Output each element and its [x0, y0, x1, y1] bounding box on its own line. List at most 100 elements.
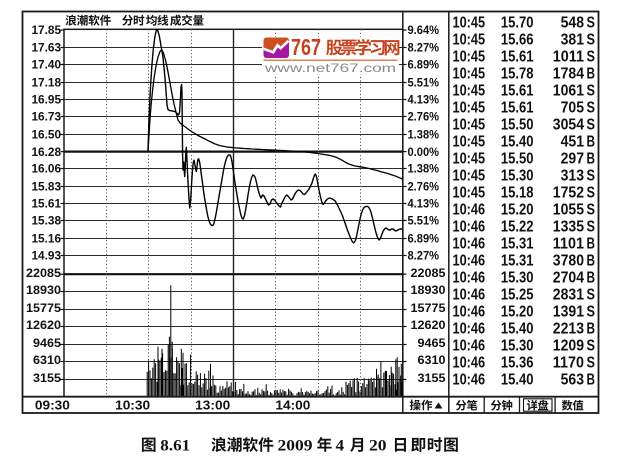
svg-text:15.36: 15.36	[501, 355, 534, 372]
svg-text:15.20: 15.20	[501, 304, 534, 321]
svg-text:1335: 1335	[553, 219, 584, 236]
svg-text:5.51%: 5.51%	[408, 76, 440, 90]
svg-text:S: S	[587, 168, 596, 185]
svg-text:S: S	[587, 117, 596, 134]
svg-text:B: B	[587, 66, 596, 83]
svg-text:14:00: 14:00	[275, 399, 310, 413]
svg-text:B: B	[587, 321, 596, 338]
svg-text:S: S	[587, 49, 596, 66]
svg-text:15.20: 15.20	[501, 202, 534, 219]
svg-text:381: 381	[561, 32, 584, 49]
svg-text:1061: 1061	[553, 83, 584, 100]
svg-text:15.22: 15.22	[501, 219, 534, 236]
svg-text:15.61: 15.61	[501, 100, 534, 117]
svg-text:0.00%: 0.00%	[408, 145, 440, 159]
svg-text:3780: 3780	[553, 253, 584, 270]
svg-text:6.89%: 6.89%	[408, 232, 440, 246]
svg-text:1011: 1011	[553, 49, 584, 66]
svg-text:5.51%: 5.51%	[408, 214, 440, 228]
svg-text:22085: 22085	[411, 266, 446, 280]
svg-text:S: S	[587, 219, 596, 236]
svg-text:B: B	[587, 236, 596, 253]
svg-text:15.30: 15.30	[501, 270, 534, 287]
svg-text:B: B	[587, 372, 596, 389]
svg-text:10:45: 10:45	[453, 100, 486, 117]
svg-text:8.61: 8.61	[160, 438, 190, 455]
svg-text:15.61: 15.61	[501, 83, 534, 100]
svg-text:10:46: 10:46	[453, 372, 486, 389]
svg-text:2704: 2704	[553, 270, 584, 287]
svg-text:2.76%: 2.76%	[408, 110, 440, 124]
svg-text:4.13%: 4.13%	[408, 93, 440, 107]
svg-text:10:45: 10:45	[453, 168, 486, 185]
svg-text:10:46: 10:46	[453, 355, 486, 372]
svg-text:15.50: 15.50	[501, 117, 534, 134]
svg-text:22085: 22085	[26, 266, 61, 280]
svg-text:B: B	[587, 253, 596, 270]
svg-text:S: S	[587, 304, 596, 321]
svg-text:S: S	[587, 185, 596, 202]
svg-text:15.30: 15.30	[501, 168, 534, 185]
svg-text:15.18: 15.18	[501, 185, 534, 202]
svg-text:B: B	[587, 134, 596, 151]
svg-text:10:46: 10:46	[453, 219, 486, 236]
svg-text:10:45: 10:45	[453, 15, 486, 32]
svg-text:4.13%: 4.13%	[408, 197, 440, 211]
svg-text:S: S	[587, 83, 596, 100]
svg-text:10:45: 10:45	[453, 49, 486, 66]
svg-text:297: 297	[561, 151, 584, 168]
svg-text:20: 20	[369, 438, 387, 455]
svg-text:10:46: 10:46	[453, 253, 486, 270]
svg-text:15.66: 15.66	[501, 32, 534, 49]
svg-text:6310: 6310	[33, 353, 61, 367]
svg-text:2831: 2831	[553, 287, 584, 304]
svg-text:1752: 1752	[553, 185, 584, 202]
svg-text:451: 451	[561, 134, 584, 151]
svg-text:S: S	[587, 338, 596, 355]
svg-text:12620: 12620	[411, 318, 446, 332]
svg-text:1784: 1784	[553, 66, 584, 83]
svg-text:15.83: 15.83	[32, 180, 62, 194]
svg-text:10:46: 10:46	[453, 236, 486, 253]
svg-text:S: S	[587, 355, 596, 372]
svg-text:15.78: 15.78	[501, 66, 534, 83]
svg-text:15.70: 15.70	[501, 15, 534, 32]
svg-text:10:46: 10:46	[453, 287, 486, 304]
svg-text:10:45: 10:45	[453, 134, 486, 151]
svg-text:15775: 15775	[411, 301, 446, 315]
svg-text:15.38: 15.38	[32, 214, 62, 228]
svg-text:B: B	[587, 270, 596, 287]
svg-text:1055: 1055	[553, 202, 584, 219]
svg-text:15.25: 15.25	[501, 287, 534, 304]
svg-text:17.18: 17.18	[32, 76, 62, 90]
svg-text:09:30: 09:30	[35, 399, 70, 413]
svg-text:9.64%: 9.64%	[408, 23, 440, 37]
svg-text:9465: 9465	[33, 336, 61, 350]
svg-text:10:46: 10:46	[453, 304, 486, 321]
svg-text:S: S	[587, 15, 596, 32]
svg-text:16.06: 16.06	[32, 162, 62, 176]
svg-text:1170: 1170	[553, 355, 584, 372]
svg-text:15.40: 15.40	[501, 321, 534, 338]
svg-text:10:46: 10:46	[453, 270, 486, 287]
svg-text:10:45: 10:45	[453, 185, 486, 202]
svg-text:S: S	[587, 287, 596, 304]
svg-text:10:46: 10:46	[453, 202, 486, 219]
svg-text:2213: 2213	[553, 321, 584, 338]
svg-text:10:30: 10:30	[115, 399, 150, 413]
svg-text:15.30: 15.30	[501, 338, 534, 355]
svg-text:8.27%: 8.27%	[408, 249, 440, 263]
svg-text:1209: 1209	[553, 338, 584, 355]
svg-text:15.31: 15.31	[501, 253, 534, 270]
svg-text:16.28: 16.28	[32, 145, 62, 159]
svg-text:15.31: 15.31	[501, 236, 534, 253]
svg-text:3054: 3054	[553, 117, 584, 134]
svg-text:17.40: 17.40	[32, 58, 62, 72]
svg-text:10:45: 10:45	[453, 66, 486, 83]
svg-text:18930: 18930	[26, 283, 61, 297]
svg-text:12620: 12620	[26, 318, 61, 332]
svg-text:15775: 15775	[26, 301, 61, 315]
svg-text:15.40: 15.40	[501, 372, 534, 389]
svg-text:705: 705	[561, 100, 584, 117]
svg-text:9465: 9465	[418, 336, 446, 350]
